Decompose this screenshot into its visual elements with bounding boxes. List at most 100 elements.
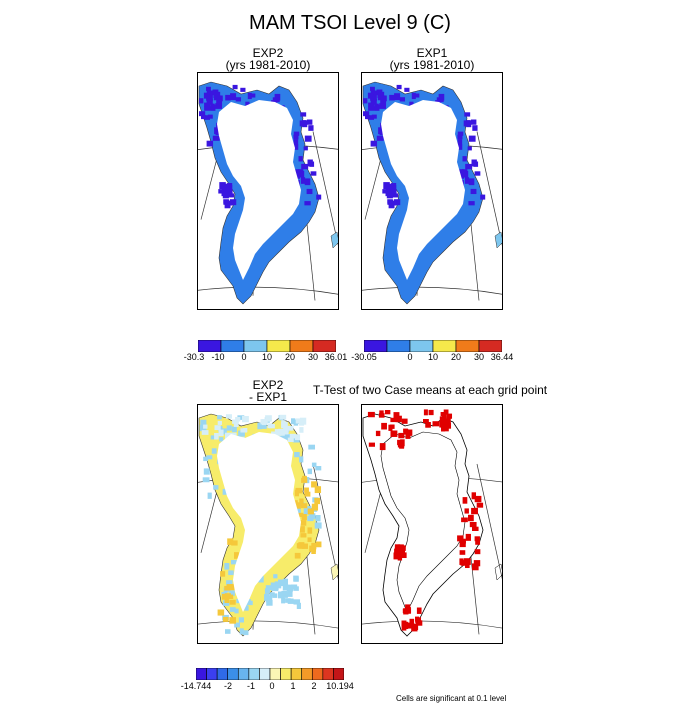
grid-cell bbox=[474, 495, 482, 503]
grid-cell bbox=[304, 135, 312, 142]
grid-cell bbox=[285, 598, 291, 603]
grid-cell bbox=[308, 444, 316, 450]
grid-cell bbox=[432, 421, 440, 427]
grid-cell bbox=[293, 500, 298, 507]
grid-cell bbox=[199, 98, 204, 104]
grid-cell bbox=[473, 560, 481, 567]
grid-cell bbox=[210, 103, 215, 111]
island bbox=[330, 563, 339, 581]
grid-cell bbox=[389, 187, 395, 194]
latitude-line bbox=[197, 286, 339, 295]
grid-cell bbox=[300, 526, 305, 533]
grid-cell bbox=[295, 418, 301, 424]
grid-cell bbox=[384, 410, 391, 415]
grid-cell bbox=[261, 423, 267, 429]
grid-cell bbox=[220, 571, 226, 577]
grid-cell bbox=[457, 131, 464, 136]
colorbar-tick-label: 2 bbox=[311, 681, 317, 691]
grid-cell bbox=[295, 169, 300, 175]
grid-cell bbox=[371, 114, 377, 119]
colorbar-swatch bbox=[455, 340, 480, 352]
grid-cell bbox=[442, 412, 447, 419]
grid-cell bbox=[206, 99, 213, 105]
grid-cell bbox=[265, 585, 273, 591]
grid-cell bbox=[401, 620, 407, 626]
grid-cell bbox=[367, 411, 375, 418]
grid-cell bbox=[370, 140, 378, 147]
grid-cell bbox=[444, 422, 452, 429]
grid-cell bbox=[406, 429, 413, 436]
grid-cell bbox=[214, 433, 219, 440]
grid-cell bbox=[234, 622, 240, 628]
grid-cell bbox=[210, 435, 218, 440]
grid-cell bbox=[381, 422, 387, 430]
grid-cell bbox=[231, 540, 238, 546]
grid-cell bbox=[219, 437, 224, 442]
grid-cell bbox=[216, 100, 223, 106]
grid-cell bbox=[474, 536, 480, 542]
panel-title-ttest: T-Test of two Case means at each grid po… bbox=[313, 383, 548, 397]
grid-cell bbox=[225, 629, 231, 634]
grid-cell bbox=[380, 100, 387, 106]
grid-cell bbox=[468, 514, 474, 522]
panel-title-diff: EXP2 - EXP1 bbox=[198, 379, 338, 403]
grid-cell bbox=[298, 156, 303, 162]
grid-cell bbox=[397, 549, 403, 555]
grid-cell bbox=[469, 522, 477, 528]
grid-cell bbox=[293, 134, 299, 140]
island bbox=[494, 231, 503, 249]
grid-cell bbox=[466, 120, 472, 128]
grid-cell bbox=[203, 456, 209, 462]
grid-cell bbox=[286, 584, 294, 592]
grid-cell bbox=[392, 200, 397, 206]
grid-cell bbox=[394, 199, 401, 206]
grid-cell bbox=[274, 429, 282, 436]
grid-cell bbox=[279, 414, 287, 420]
grid-cell bbox=[225, 94, 231, 101]
colorbar-swatch bbox=[432, 340, 457, 352]
colorbar-tick-label: 30 bbox=[307, 352, 319, 362]
grid-cell bbox=[272, 97, 280, 103]
grid-cell bbox=[224, 593, 231, 599]
grid-cell bbox=[215, 129, 222, 136]
grid-cell bbox=[403, 428, 408, 433]
ice-sheet-interior bbox=[217, 100, 301, 280]
grid-cell bbox=[390, 417, 397, 423]
colorbar-tick-label: -14.744 bbox=[180, 681, 212, 691]
grid-cell bbox=[387, 199, 393, 204]
grid-cell bbox=[244, 605, 249, 611]
grid-cell bbox=[395, 415, 402, 423]
grid-cell bbox=[465, 163, 473, 170]
grid-cell bbox=[459, 558, 464, 565]
grid-cell bbox=[465, 561, 470, 569]
grid-cell bbox=[315, 515, 321, 522]
grid-cell bbox=[368, 106, 376, 111]
grid-cell bbox=[402, 623, 409, 630]
grid-cell bbox=[230, 584, 237, 591]
grid-cell bbox=[212, 135, 220, 141]
grid-cell bbox=[293, 599, 301, 605]
grid-cell bbox=[457, 535, 464, 542]
grid-cell bbox=[229, 607, 236, 612]
grid-cell bbox=[226, 425, 232, 431]
grid-cell bbox=[401, 418, 408, 424]
ice-sheet-outline bbox=[380, 431, 466, 613]
colorbar-swatch bbox=[220, 340, 245, 352]
grid-cell bbox=[376, 89, 383, 95]
grid-cell bbox=[228, 570, 234, 576]
grid-cell bbox=[294, 173, 301, 179]
colorbar-swatch bbox=[237, 668, 250, 680]
grid-cell bbox=[368, 102, 375, 108]
grid-cell bbox=[423, 409, 428, 416]
grid-cell bbox=[240, 428, 248, 433]
colorbar-swatches bbox=[364, 340, 502, 352]
grid-cell bbox=[397, 553, 403, 561]
grid-cell bbox=[287, 437, 294, 443]
longitude-line bbox=[200, 150, 220, 220]
grid-cell bbox=[470, 188, 477, 195]
grid-cell bbox=[457, 139, 463, 146]
longitude-line bbox=[364, 150, 384, 220]
grid-cell bbox=[199, 424, 207, 432]
grid-cell bbox=[287, 590, 293, 597]
grid-cell bbox=[222, 192, 229, 199]
